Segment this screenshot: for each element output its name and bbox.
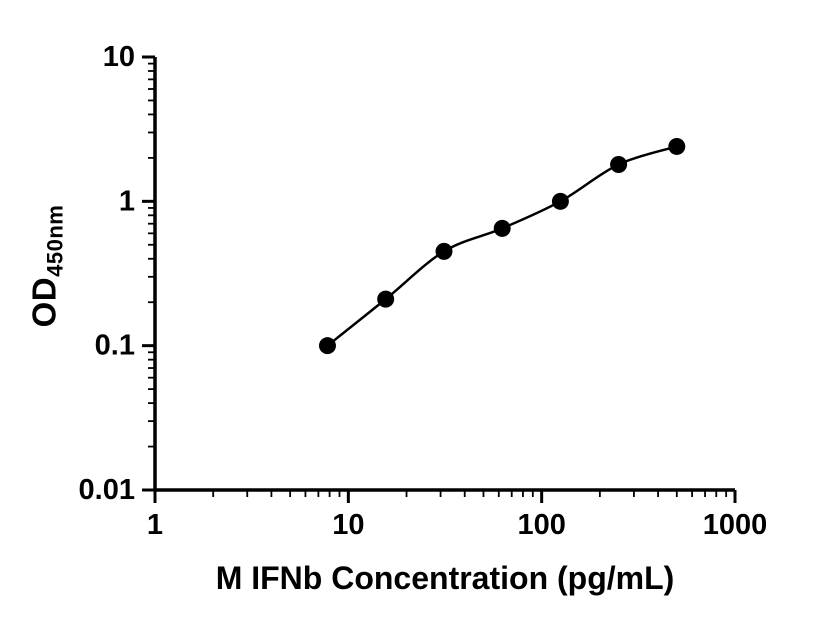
- y-tick-label: 0.01: [79, 474, 135, 506]
- x-tick-label: 10: [332, 509, 364, 541]
- y-axis-title-main: OD: [25, 276, 63, 328]
- data-point: [435, 242, 453, 260]
- data-point: [377, 290, 395, 308]
- fit-curve: [326, 145, 678, 347]
- y-axis-title-subscript: 450nm: [42, 204, 68, 277]
- data-point: [318, 337, 336, 355]
- y-tick-label: 10: [103, 41, 135, 73]
- y-axis-title: OD450nm: [26, 205, 69, 328]
- y-tick-label: 0.1: [95, 330, 135, 362]
- y-tick-label: 1: [119, 185, 135, 217]
- x-tick-label: 100: [517, 509, 565, 541]
- axis-spines: [153, 57, 735, 492]
- x-tick-label: 1: [147, 509, 163, 541]
- data-point: [551, 192, 569, 210]
- data-point: [610, 155, 628, 173]
- x-tick-label: 1000: [703, 509, 768, 541]
- data-point: [493, 219, 511, 237]
- data-point: [668, 137, 686, 155]
- x-axis-title: M IFNb Concentration (pg/mL): [215, 560, 675, 596]
